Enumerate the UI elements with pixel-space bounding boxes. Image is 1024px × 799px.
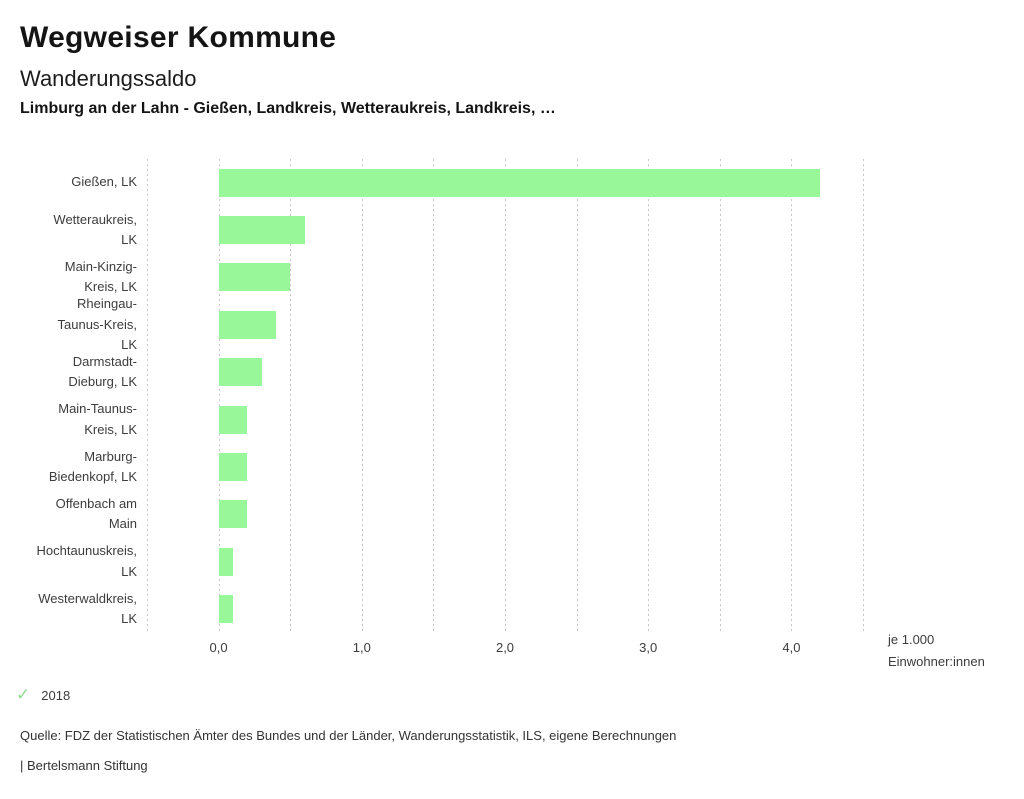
chart-row: Main-Taunus- Kreis, LK [0,396,863,443]
legend-year-label: 2018 [41,687,71,703]
chart-row: Gießen, LK [0,159,863,206]
bar-zone [147,538,863,585]
gridline [576,159,578,633]
gridline [361,159,363,633]
x-tick-label: 2,0 [495,640,515,655]
category-label: Gießen, LK [71,174,137,190]
chart-row: Main-Kinzig- Kreis, LK [0,254,863,301]
bar-3[interactable] [218,263,291,292]
bar-zone [147,349,863,396]
plot-area [147,159,864,633]
bar-4[interactable] [218,310,276,339]
bar-2[interactable] [218,216,305,245]
category-label: Rheingau- Taunus-Kreis, LK [57,296,137,353]
chart-row: Darmstadt- Dieburg, LK [0,349,863,396]
x-tick-label: 3,0 [639,640,658,655]
axis-unit-line-2: Einwohner:innen [888,654,985,669]
category-label: Westerwaldkreis, LK [38,590,137,627]
category-label: Main-Taunus- Kreis, LK [58,401,137,437]
bar-6[interactable] [218,405,248,434]
bar-8[interactable] [218,500,248,529]
bar-chart: Gießen, LK Wetteraukreis, LK Main-Kinzig- … [0,159,1024,679]
gridline [218,159,220,633]
x-tick-label: 1,0 [352,640,371,655]
chart-row: Marburg- Biedenkopf, LK [0,443,863,490]
bar-zone [147,491,863,538]
bar-1[interactable] [218,168,821,197]
gridline [648,159,650,633]
bar-zone [147,586,863,633]
chart-rows: Gießen, LK Wetteraukreis, LK Main-Kinzig- … [0,159,863,633]
chart-title: Wanderungssaldo [20,66,197,91]
bar-zone [147,301,863,348]
category-label: Marburg- Biedenkopf, LK [48,448,137,485]
chart-row: Offenbach am Main [0,491,863,538]
x-axis: 0,0 1,0 2,0 3,0 4,0 [147,640,863,656]
bar-zone [147,254,863,301]
gridline [863,159,864,633]
chart-row: Wetteraukreis, LK [0,206,863,253]
axis-unit-line-1: je 1.000 [888,632,935,647]
x-tick-label: 0,0 [209,640,228,655]
legend-item-2018[interactable]: ✓ 2018 [16,686,70,704]
category-label: Main-Kinzig- Kreis, LK [64,258,137,295]
category-label: Offenbach am Main [55,495,137,532]
gridline [290,159,292,633]
chart-comparison-subtitle: Limburg an der Lahn - Gießen, Landkreis,… [20,100,556,117]
bar-5[interactable] [218,358,262,387]
category-label: Darmstadt- Dieburg, LK [68,353,137,390]
chart-row: Westerwaldkreis, LK [0,586,863,633]
category-label: Hochtaunuskreis, LK [36,543,137,579]
gridline [719,159,721,633]
category-label: Wetteraukreis, LK [53,211,137,248]
chart-row: Rheingau- Taunus-Kreis, LK [0,296,863,352]
bar-10[interactable] [218,595,233,624]
bar-zone [147,159,863,206]
branding-text: | Bertelsmann Stiftung [20,758,148,773]
check-icon: ✓ [16,685,31,704]
gridline [505,159,506,633]
gridline [791,159,793,633]
x-tick-label: 4,0 [782,640,801,655]
gridline [147,159,148,633]
gridline [433,159,435,633]
bar-zone [147,206,863,253]
axis-unit-label: je 1.000 Einwohner:innen [888,629,985,673]
bar-9[interactable] [218,547,233,576]
chart-row: Hochtaunuskreis, LK [0,538,863,585]
bar-7[interactable] [218,453,248,482]
bar-zone [147,443,863,490]
bar-zone [147,396,863,443]
source-text: Quelle: FDZ der Statistischen Ämter des … [20,728,677,743]
page-title: Wegweiser Kommune [20,21,337,54]
